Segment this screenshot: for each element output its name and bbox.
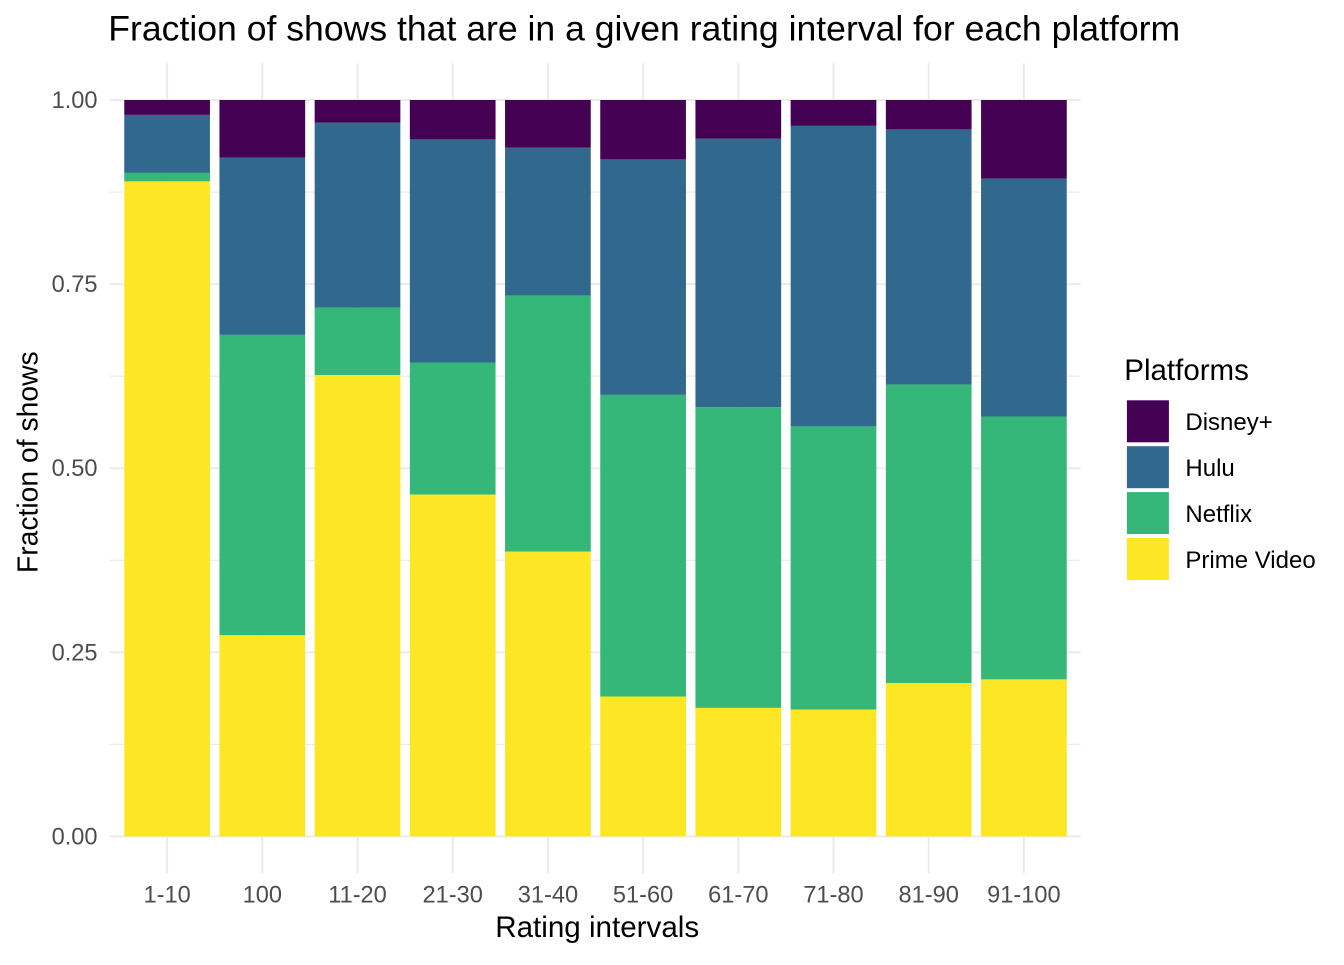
svg-text:61-70: 61-70 xyxy=(708,883,768,909)
svg-text:Rating intervals: Rating intervals xyxy=(495,911,699,944)
svg-text:0.00: 0.00 xyxy=(52,824,98,850)
svg-text:71-80: 71-80 xyxy=(803,883,863,909)
svg-text:Fraction of shows that are in: Fraction of shows that are in a given ra… xyxy=(108,9,1180,49)
svg-text:Platforms: Platforms xyxy=(1124,354,1249,387)
svg-text:91-100: 91-100 xyxy=(987,883,1060,909)
svg-text:Prime Video: Prime Video xyxy=(1185,547,1315,574)
svg-text:11-20: 11-20 xyxy=(328,883,387,909)
svg-text:Netflix: Netflix xyxy=(1185,501,1252,528)
svg-text:0.25: 0.25 xyxy=(52,640,98,666)
svg-text:Hulu: Hulu xyxy=(1185,455,1234,482)
svg-text:1.00: 1.00 xyxy=(52,88,98,114)
svg-text:0.75: 0.75 xyxy=(52,272,98,298)
svg-text:Disney+: Disney+ xyxy=(1185,409,1272,436)
svg-text:Fraction of shows: Fraction of shows xyxy=(12,351,44,573)
svg-text:51-60: 51-60 xyxy=(613,883,673,909)
svg-text:81-90: 81-90 xyxy=(899,883,959,909)
svg-text:31-40: 31-40 xyxy=(518,883,578,909)
svg-text:1-10: 1-10 xyxy=(143,883,190,909)
svg-text:21-30: 21-30 xyxy=(423,883,483,909)
svg-text:100: 100 xyxy=(243,883,282,909)
svg-text:0.50: 0.50 xyxy=(52,456,98,482)
